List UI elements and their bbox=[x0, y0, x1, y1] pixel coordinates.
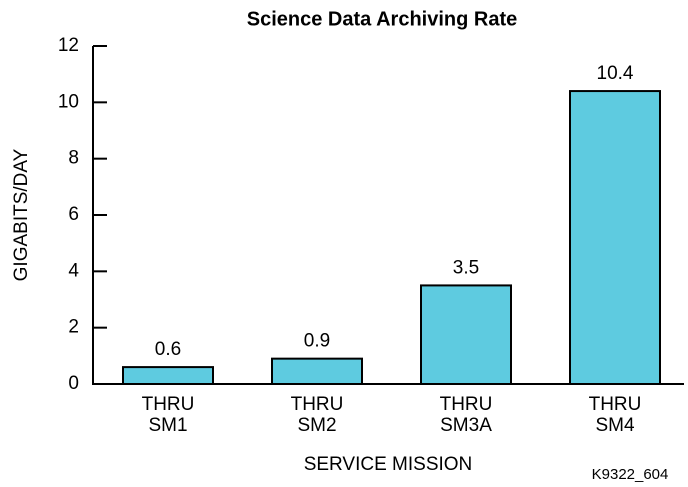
y-axis-label: GIGABITS/DAY bbox=[11, 148, 32, 281]
y-tick-label: 8 bbox=[68, 148, 79, 169]
y-tick-label: 12 bbox=[58, 35, 79, 56]
chart-title: Science Data Archiving Rate bbox=[247, 8, 517, 30]
bar bbox=[271, 357, 363, 385]
y-tick-label: 6 bbox=[68, 204, 79, 225]
bar bbox=[569, 90, 661, 385]
annotation: K9322_604 bbox=[592, 466, 669, 483]
bar bbox=[122, 366, 214, 386]
value-label: 0.9 bbox=[304, 331, 330, 352]
value-label: 10.4 bbox=[597, 63, 634, 84]
x-tick-label: THRU SM3A bbox=[439, 394, 493, 436]
y-tick-label: 4 bbox=[68, 260, 79, 281]
y-tick-label: 2 bbox=[68, 317, 79, 338]
value-label: 0.6 bbox=[155, 339, 181, 360]
x-tick-label: THRU SM1 bbox=[141, 394, 195, 436]
y-tick-label: 0 bbox=[68, 373, 79, 394]
x-tick-label: THRU SM2 bbox=[290, 394, 344, 436]
x-axis-label: SERVICE MISSION bbox=[304, 454, 473, 475]
bar bbox=[420, 284, 512, 385]
x-tick-label: THRU SM4 bbox=[588, 394, 642, 436]
value-label: 3.5 bbox=[453, 257, 479, 278]
y-tick-label: 10 bbox=[58, 91, 79, 112]
